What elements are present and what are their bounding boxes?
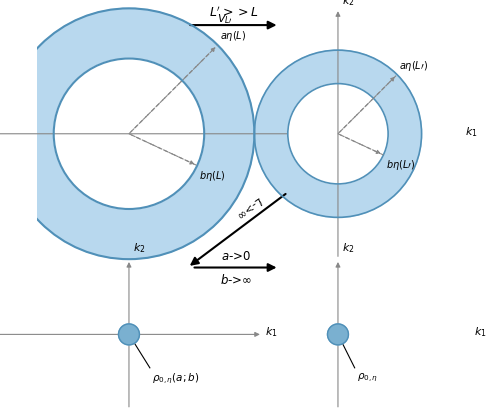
Text: $k_2$: $k_2$	[342, 0, 355, 8]
Text: $k_1$: $k_1$	[474, 325, 487, 339]
Text: $V_{L\prime}$: $V_{L\prime}$	[217, 13, 233, 26]
Text: $a$->$0$: $a$->$0$	[220, 250, 250, 263]
Text: $L$->$\infty$: $L$->$\infty$	[235, 194, 266, 222]
Circle shape	[119, 324, 139, 345]
Circle shape	[328, 324, 348, 345]
Text: $k_1$: $k_1$	[465, 125, 478, 139]
Text: $k_1$: $k_1$	[265, 325, 277, 339]
Text: $b\eta(L\prime)$: $b\eta(L\prime)$	[386, 158, 415, 172]
Text: $k_2$: $k_2$	[342, 241, 355, 255]
Circle shape	[54, 59, 204, 209]
Text: $k_1$: $k_1$	[307, 125, 319, 139]
Text: $a\eta(L)$: $a\eta(L)$	[220, 29, 246, 43]
Text: $a\eta(L\prime)$: $a\eta(L\prime)$	[399, 59, 428, 73]
Circle shape	[254, 50, 422, 217]
Text: $\rho_{0,\eta}$: $\rho_{0,\eta}$	[357, 372, 378, 385]
Text: $b$->$\infty$: $b$->$\infty$	[219, 273, 251, 286]
Text: $k_2$: $k_2$	[133, 241, 146, 255]
Text: $b\eta(L)$: $b\eta(L)$	[199, 169, 226, 183]
Circle shape	[288, 84, 388, 184]
Circle shape	[3, 8, 254, 259]
Text: $\rho_{0,\eta}(a;b)$: $\rho_{0,\eta}(a;b)$	[152, 372, 199, 386]
Text: $L'>>L$: $L'>>L$	[209, 5, 258, 20]
